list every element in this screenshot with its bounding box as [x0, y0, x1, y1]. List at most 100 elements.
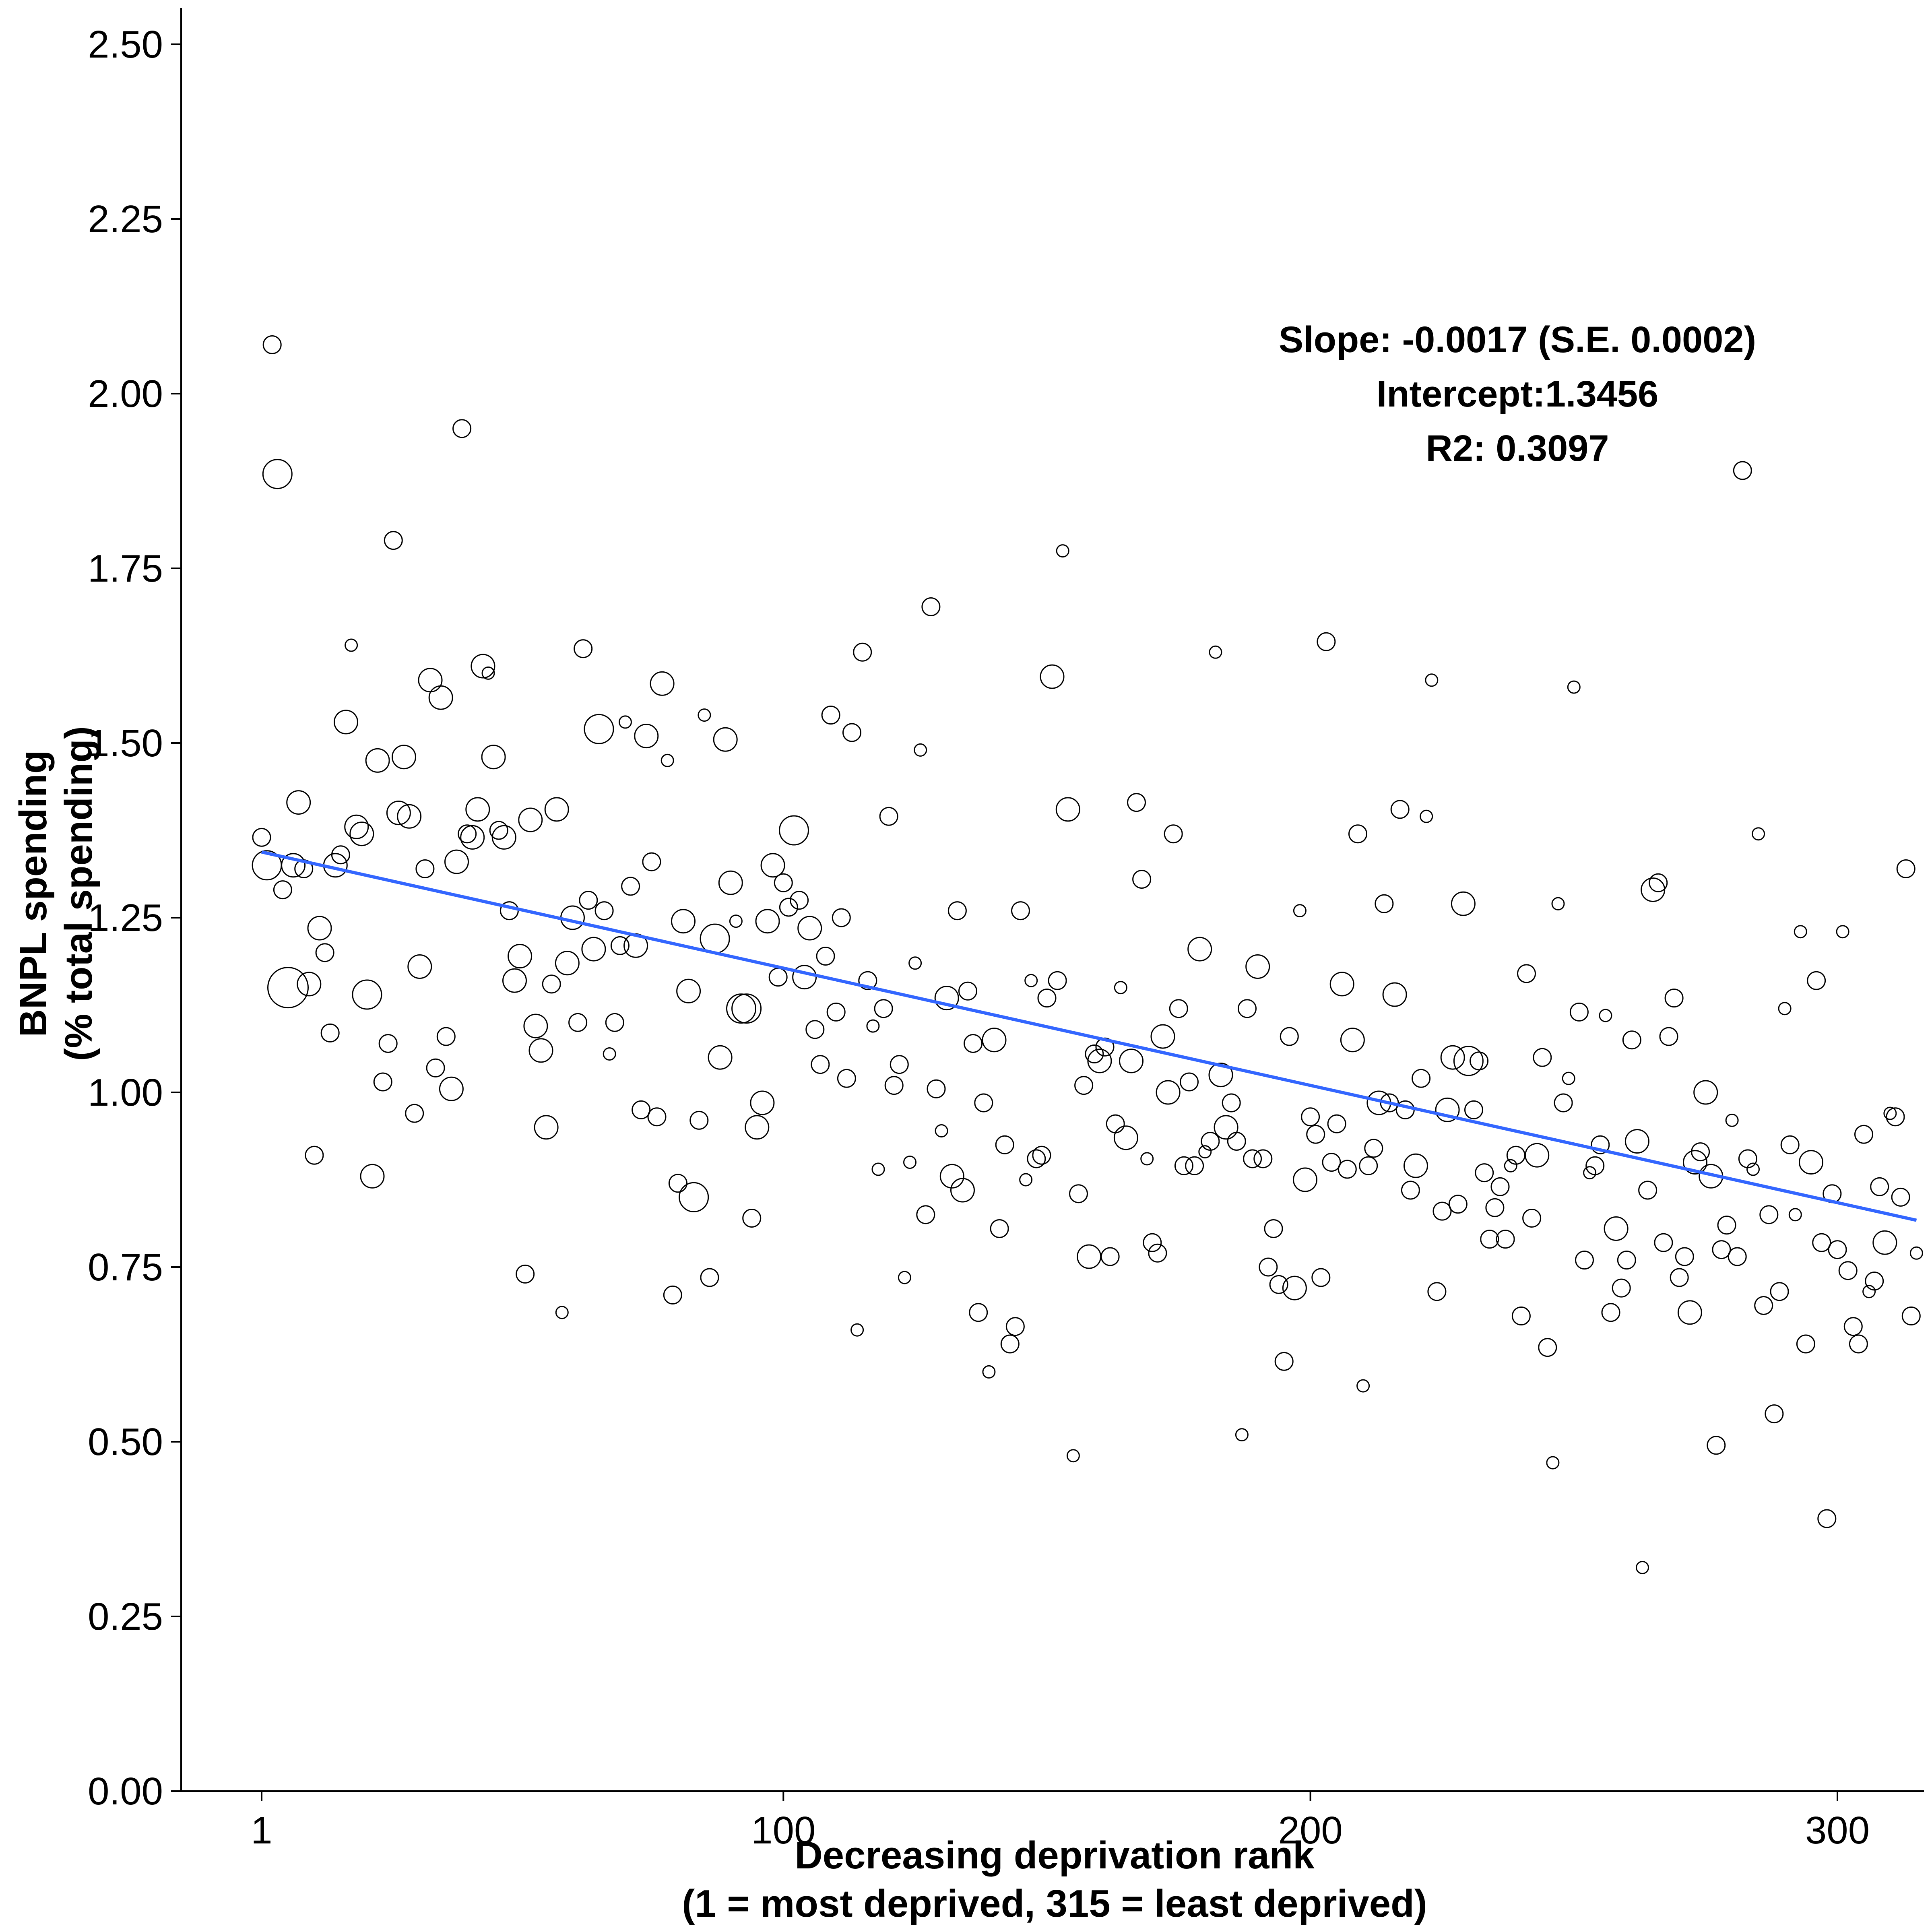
data-point — [1301, 1107, 1320, 1127]
data-point — [995, 1135, 1014, 1154]
data-point — [661, 753, 674, 767]
data-point — [950, 1178, 975, 1203]
data-point — [1404, 1153, 1428, 1178]
data-point — [384, 531, 403, 550]
data-point — [1453, 1046, 1484, 1076]
data-point — [1306, 1125, 1325, 1144]
data-point — [1056, 544, 1069, 558]
data-point — [1448, 1195, 1468, 1214]
data-point — [1359, 1156, 1378, 1175]
data-point — [1901, 1307, 1921, 1325]
data-point — [320, 1023, 340, 1042]
data-point — [1412, 1069, 1431, 1088]
data-point — [1872, 1230, 1897, 1255]
data-point — [826, 1002, 846, 1022]
data-point — [1390, 800, 1410, 819]
data-point — [1485, 1198, 1505, 1217]
data-point — [1569, 1002, 1589, 1022]
data-point — [934, 986, 959, 1011]
data-point — [1677, 1300, 1702, 1325]
data-point — [1770, 1282, 1789, 1301]
x-tick-label: 300 — [1805, 1809, 1870, 1852]
x-axis-ticks: 1 100 200 300 — [251, 1791, 1870, 1852]
data-point — [1475, 1163, 1494, 1183]
y-tick-label: 2.00 — [88, 372, 163, 415]
data-point — [634, 724, 659, 749]
data-point — [708, 1045, 733, 1070]
data-point — [360, 1164, 385, 1189]
data-point — [650, 671, 675, 696]
data-point — [1778, 1002, 1792, 1016]
data-point — [471, 654, 495, 679]
data-point — [1490, 1177, 1510, 1196]
data-point — [821, 706, 840, 725]
data-point — [1817, 1509, 1837, 1528]
data-point — [668, 1174, 687, 1193]
data-point — [726, 993, 756, 1024]
data-point — [1522, 1209, 1542, 1228]
data-point — [1156, 1080, 1181, 1105]
data-point — [1356, 1379, 1370, 1393]
data-point — [755, 909, 780, 934]
data-point — [1622, 1030, 1641, 1050]
y-axis-title-line2: (% total spending) — [57, 726, 100, 1061]
data-point — [610, 936, 630, 955]
data-point — [373, 1072, 392, 1092]
data-point — [1585, 1156, 1605, 1175]
data-point — [1604, 1216, 1629, 1241]
data-point — [1027, 1149, 1046, 1168]
data-point — [1638, 1181, 1657, 1200]
data-point — [1274, 1352, 1294, 1371]
data-point — [1427, 1282, 1447, 1301]
data-point — [1683, 1150, 1707, 1175]
data-point — [1849, 1334, 1868, 1354]
data-point — [1794, 925, 1807, 939]
data-point — [1322, 1153, 1341, 1172]
data-point — [1870, 1177, 1889, 1196]
data-point — [1799, 1150, 1823, 1175]
data-point — [1077, 1244, 1102, 1269]
data-point — [1551, 897, 1565, 910]
data-point — [1174, 1156, 1193, 1175]
data-point — [1282, 1276, 1307, 1300]
data-point — [1828, 1240, 1847, 1259]
data-point — [397, 804, 422, 829]
data-point — [1554, 1093, 1573, 1113]
data-point — [898, 1271, 911, 1284]
data-point — [1113, 1125, 1138, 1150]
y-tick-label: 1.25 — [88, 896, 163, 939]
data-point — [619, 715, 632, 729]
data-point — [816, 947, 835, 966]
data-point — [866, 1019, 880, 1033]
x-axis-title-line1: Decreasing deprivation rank — [795, 1834, 1315, 1877]
data-point — [935, 1124, 948, 1137]
data-point — [1717, 1216, 1736, 1235]
data-point — [439, 1076, 464, 1101]
data-point — [465, 797, 490, 822]
data-point — [1865, 1271, 1884, 1291]
data-point — [1074, 1076, 1094, 1095]
data-point — [481, 666, 495, 680]
data-point — [1693, 1080, 1718, 1105]
y-tick-label: 1.75 — [88, 547, 163, 590]
data-point — [679, 1182, 709, 1212]
data-point — [305, 1146, 324, 1165]
data-point — [1641, 877, 1666, 902]
data-point — [1754, 1296, 1773, 1315]
data-point — [502, 968, 527, 993]
data-point — [1209, 645, 1222, 659]
data-point — [969, 1303, 988, 1322]
data-point — [884, 1076, 904, 1095]
data-point — [1707, 1436, 1726, 1455]
data-point — [1883, 1106, 1897, 1120]
data-point — [1269, 1275, 1288, 1294]
data-point — [1048, 971, 1067, 990]
data-point — [436, 1027, 456, 1046]
data-point — [528, 1038, 553, 1063]
data-point — [1214, 1115, 1238, 1140]
data-point — [1738, 1149, 1757, 1168]
data-point — [1896, 859, 1915, 878]
data-point — [676, 978, 701, 1003]
data-point — [1069, 1184, 1088, 1203]
